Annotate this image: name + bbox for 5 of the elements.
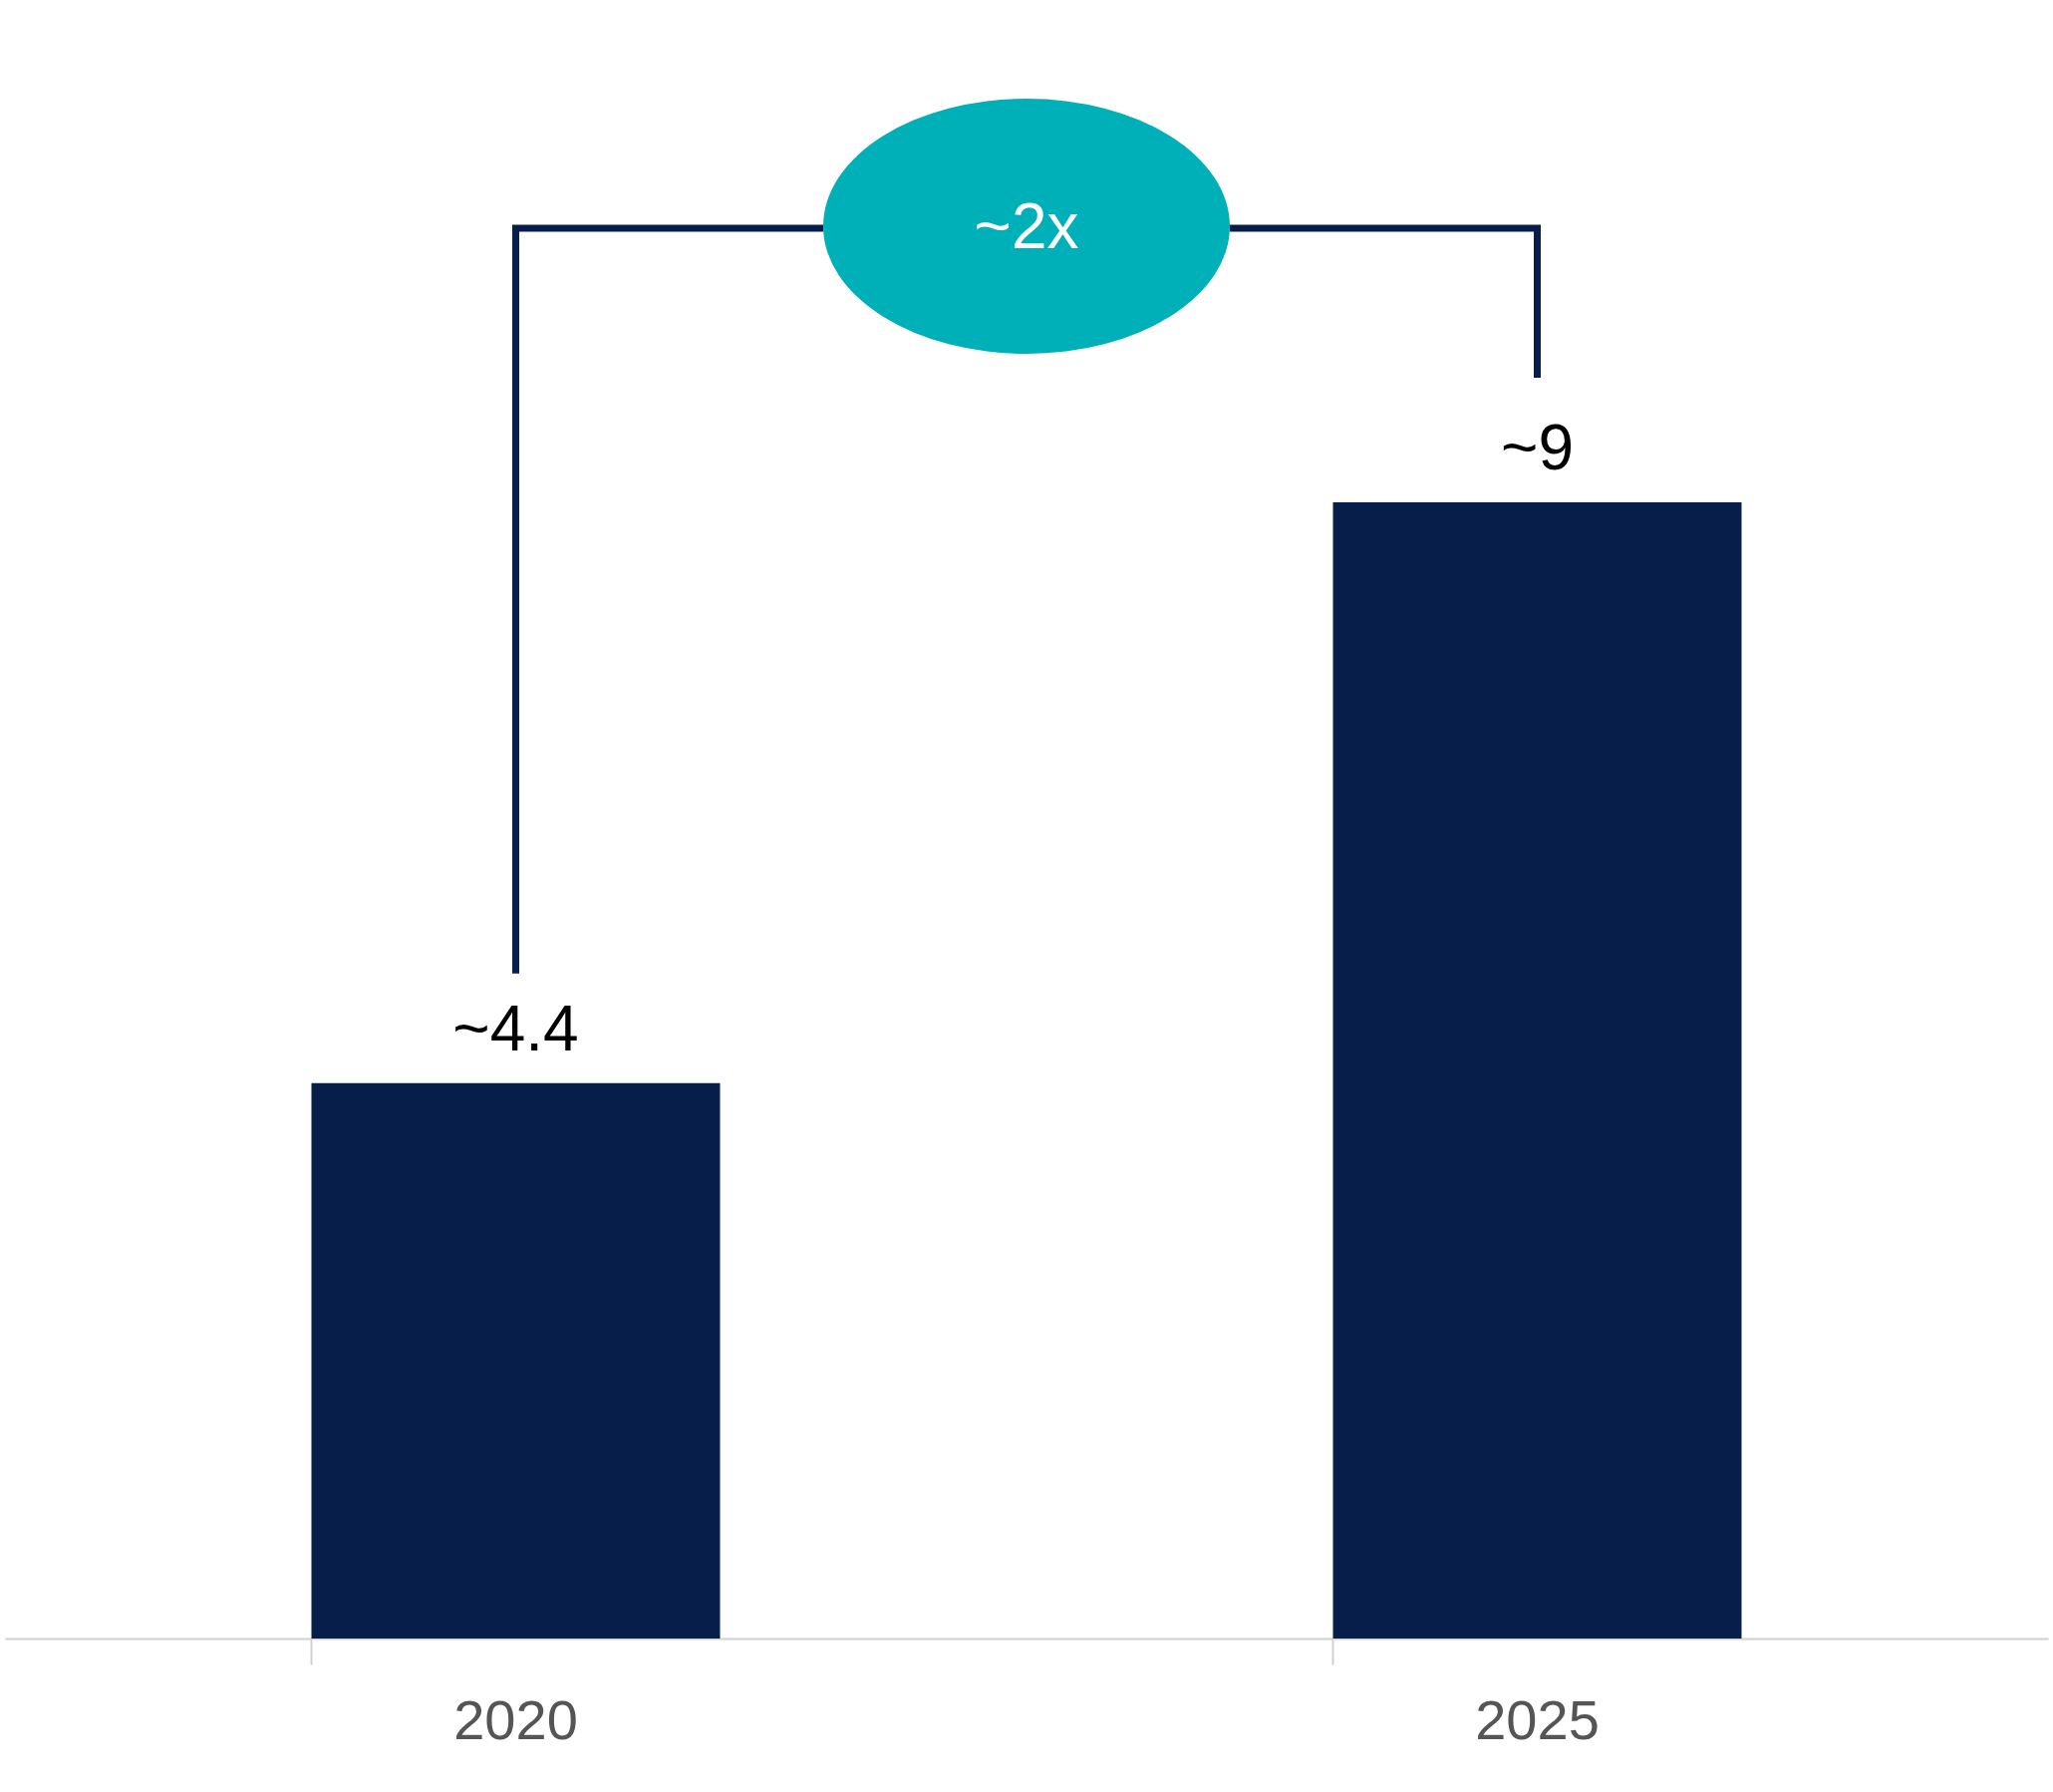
data-label: ~4.4 xyxy=(452,992,579,1064)
data-label: ~9 xyxy=(1501,412,1574,483)
text: ~2x xyxy=(974,190,1079,262)
x-tick-label: 2020 xyxy=(453,1687,578,1751)
x-tick-label: 2025 xyxy=(1475,1687,1600,1751)
